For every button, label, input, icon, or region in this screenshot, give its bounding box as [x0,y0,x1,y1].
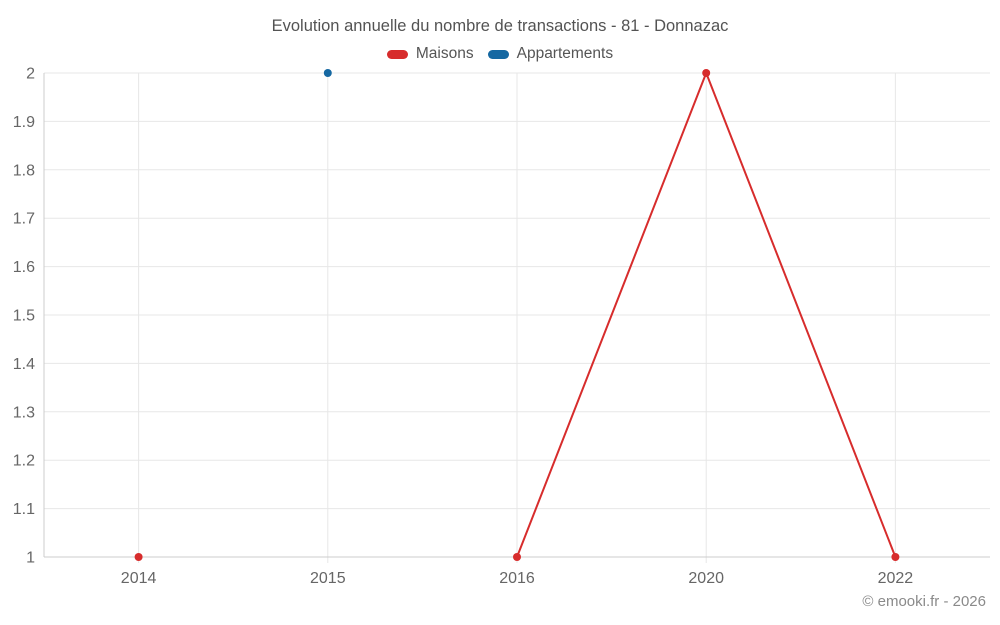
data-point-maisons-2022[interactable] [891,553,900,561]
y-axis-tick-label: 1.5 [13,308,35,325]
data-point-maisons-2016[interactable] [513,553,521,561]
x-axis-tick-label: 2015 [310,570,346,587]
x-axis-tick-label: 2016 [499,570,535,587]
legend-item-maisons[interactable]: Maisons [386,45,474,63]
chart-legend: Maisons Appartements [0,45,1000,63]
y-axis-tick-label: 1.1 [13,501,35,518]
x-axis-tick-label: 2014 [121,570,157,587]
x-axis-tick-label: 2020 [688,570,724,587]
y-axis-tick-label: 1.7 [13,211,35,228]
maisons-legend-swatch-icon [386,49,408,59]
y-axis-tick-label: 1.4 [13,356,35,373]
data-point-appartements-2015[interactable] [323,69,332,77]
data-point-maisons-2020[interactable] [702,69,711,77]
legend-label-maisons: Maisons [415,45,474,62]
legend-item-appartements[interactable]: Appartements [487,45,614,63]
y-axis-tick-label: 2 [26,66,35,83]
x-axis-tick-label: 2022 [878,570,914,587]
chart-title: Evolution annuelle du nombre de transact… [271,17,729,35]
legend-label-appartements: Appartements [516,45,614,62]
y-axis-tick-label: 1.2 [13,453,35,470]
appartements-legend-swatch-icon [487,49,509,59]
y-axis-tick-label: 1.8 [13,162,35,179]
y-axis-tick-label: 1.6 [13,259,35,276]
y-axis-tick-label: 1.9 [13,114,35,131]
y-axis-tick-label: 1 [26,550,35,567]
y-axis-tick-label: 1.3 [13,404,35,421]
copyright-text: © emooki.fr - 2026 [862,593,986,610]
data-point-maisons-2014[interactable] [134,553,143,561]
